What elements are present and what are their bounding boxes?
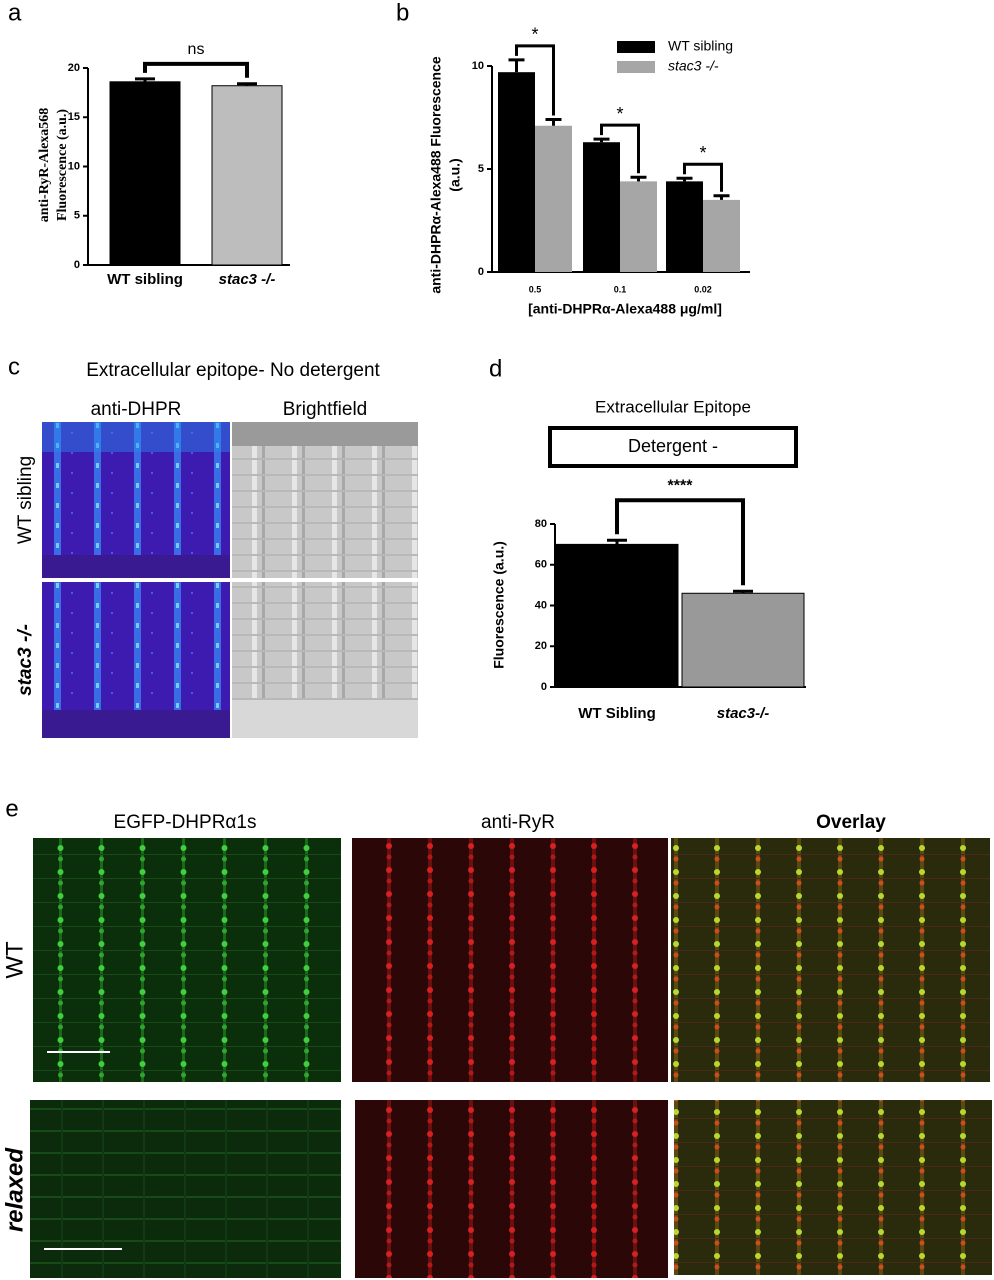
y-axis-label: Fluorescence (a.u.) bbox=[55, 109, 70, 221]
row-header: stac3 -/- bbox=[15, 624, 36, 696]
micrograph bbox=[33, 838, 341, 1082]
y-axis-label: anti-RyR-Alexa568 bbox=[37, 108, 52, 223]
y-tick-label: 0 bbox=[541, 681, 547, 693]
y-axis-label: anti-DHPRα-Alexa488 Fluorescence bbox=[428, 56, 444, 294]
error-bar bbox=[545, 118, 562, 126]
legend-label: stac3 -/- bbox=[668, 58, 719, 74]
significance-bracket bbox=[143, 61, 249, 78]
x-tick-label: 0.1 bbox=[614, 284, 627, 294]
legend-label: WT sibling bbox=[668, 38, 733, 54]
y-axis-label: (a.u.) bbox=[447, 158, 463, 191]
x-tick-label: 0.02 bbox=[694, 284, 712, 294]
micrograph-detail bbox=[232, 422, 418, 446]
micrograph bbox=[671, 838, 990, 1082]
error-bar bbox=[593, 137, 610, 143]
micrograph bbox=[674, 1100, 992, 1275]
error-bar bbox=[630, 175, 647, 182]
x-axis-label: [anti-DHPRα-Alexa488 μg/ml] bbox=[528, 301, 722, 317]
column-header: anti-DHPR bbox=[91, 399, 182, 420]
error-bar bbox=[607, 538, 627, 545]
bar bbox=[535, 125, 572, 273]
annotation: **** bbox=[668, 478, 694, 495]
y-tick-label: 0 bbox=[478, 266, 484, 278]
y-tick-label: 15 bbox=[68, 111, 80, 123]
error-bar bbox=[237, 82, 257, 86]
annotation: * bbox=[699, 143, 706, 163]
row-header: WT bbox=[1, 941, 28, 979]
error-bar bbox=[676, 176, 693, 182]
bar bbox=[703, 199, 740, 272]
panel-title: Extracellular epitope- No detergent bbox=[86, 360, 380, 381]
micrograph bbox=[42, 422, 230, 578]
x-tick-label: 0.5 bbox=[529, 284, 542, 294]
x-tick-label: WT Sibling bbox=[578, 705, 655, 722]
micrograph bbox=[232, 422, 418, 578]
y-tick-label: 10 bbox=[472, 60, 484, 72]
chart-title: Extracellular Epitope bbox=[595, 397, 751, 416]
bar bbox=[620, 181, 657, 272]
x-tick-label: stac3 -/- bbox=[219, 271, 276, 288]
bar bbox=[109, 81, 181, 266]
error-bar bbox=[508, 58, 525, 73]
y-tick-label: 0 bbox=[74, 259, 80, 271]
y-tick-label: 5 bbox=[74, 210, 80, 222]
legend-swatch bbox=[617, 41, 655, 53]
y-tick-label: 40 bbox=[535, 599, 547, 611]
significance-bracket bbox=[515, 44, 555, 116]
annotation: * bbox=[616, 104, 623, 124]
y-tick-label: 60 bbox=[535, 559, 547, 571]
column-header: Overlay bbox=[816, 812, 886, 833]
annotation: ns bbox=[188, 41, 205, 58]
column-header: Brightfield bbox=[283, 399, 368, 420]
label-box bbox=[548, 426, 798, 468]
column-header: anti-RyR bbox=[481, 812, 555, 833]
micrograph bbox=[352, 838, 668, 1082]
y-tick-label: 20 bbox=[535, 640, 547, 652]
row-header: relaxed bbox=[1, 1147, 28, 1232]
x-tick-label: WT sibling bbox=[107, 271, 183, 288]
micrograph-detail bbox=[42, 555, 230, 578]
y-tick-label: 80 bbox=[535, 518, 547, 530]
y-tick-label: 20 bbox=[68, 62, 80, 74]
legend-swatch bbox=[617, 61, 655, 73]
x-tick-label: stac3-/- bbox=[717, 705, 770, 722]
panel-label: a bbox=[8, 0, 22, 26]
panel-label: b bbox=[396, 0, 409, 26]
chart-subtitle: Detergent - bbox=[628, 436, 718, 456]
y-tick-label: 5 bbox=[478, 163, 484, 175]
significance-bracket bbox=[600, 123, 640, 174]
bar bbox=[583, 142, 620, 272]
error-bar bbox=[713, 194, 730, 200]
y-axis-label: Fluorescence (a.u.) bbox=[491, 541, 507, 669]
annotation: * bbox=[531, 25, 538, 45]
row-header: WT sibling bbox=[15, 456, 36, 544]
significance-bracket bbox=[683, 162, 723, 192]
micrograph bbox=[355, 1100, 668, 1278]
panel-label: c bbox=[8, 353, 20, 380]
panel-label: e bbox=[5, 795, 18, 822]
error-bar bbox=[135, 77, 155, 82]
micrograph-detail bbox=[232, 700, 418, 738]
bar bbox=[498, 72, 535, 273]
panel-label: d bbox=[489, 355, 502, 382]
significance-bracket bbox=[615, 498, 745, 586]
bar bbox=[555, 543, 679, 688]
bar bbox=[681, 592, 805, 688]
y-tick-label: 10 bbox=[68, 160, 80, 172]
micrograph-detail bbox=[42, 710, 230, 738]
micrograph-detail bbox=[42, 422, 230, 452]
bar bbox=[666, 181, 703, 272]
micrograph bbox=[30, 1100, 341, 1278]
error-bar bbox=[733, 589, 753, 594]
column-header: EGFP-DHPRα1s bbox=[114, 812, 257, 833]
bar bbox=[211, 85, 283, 266]
